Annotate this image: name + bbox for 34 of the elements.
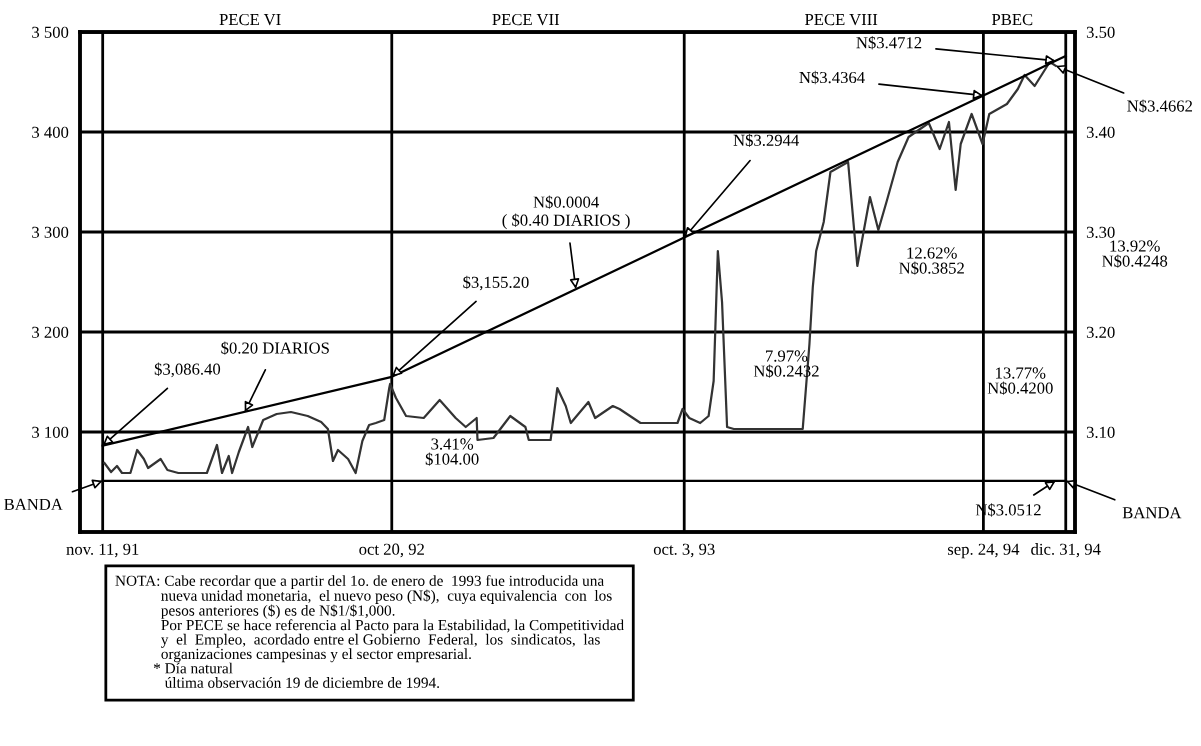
x-tick-label: sep. 24, 94 bbox=[947, 543, 1020, 559]
annotation: $3,086.40 bbox=[154, 362, 221, 378]
y2-tick-label: 3.50 bbox=[1086, 26, 1115, 39]
annotation: N$3.2944 bbox=[733, 133, 800, 148]
y-tick-label: 3 300 bbox=[32, 226, 69, 238]
annotation: N$3.4712 bbox=[856, 36, 922, 50]
y2-tick-label: 3.40 bbox=[1086, 126, 1115, 139]
x-tick-label: oct 20, 92 bbox=[359, 543, 424, 558]
text: PBEC bbox=[991, 13, 1033, 26]
y-tick-label: 3 200 bbox=[32, 326, 69, 338]
x-tick-label: dic. 31, 94 bbox=[1031, 543, 1101, 558]
annotation: $0.20 DIARIOS bbox=[221, 341, 329, 355]
text: 13.92% N$0.4248 bbox=[1102, 240, 1168, 268]
x-tick-label: oct. 3, 93 bbox=[653, 543, 715, 558]
text: PECE VI bbox=[219, 13, 281, 26]
annotation: $3,155.20 bbox=[463, 275, 529, 291]
annotation: N$3.4364 bbox=[799, 70, 865, 85]
annotation: N$0.0004 ( $0.40 DIARIOS ) bbox=[502, 195, 630, 230]
text: PECE VIII bbox=[805, 13, 878, 26]
text: PECE VII bbox=[492, 13, 560, 26]
y-tick-label: 3 500 bbox=[32, 26, 69, 38]
annotation: N$3.4662 bbox=[1127, 99, 1193, 113]
y-tick-label: 3 400 bbox=[32, 126, 69, 138]
y2-tick-label: 3.20 bbox=[1086, 326, 1115, 339]
annotation: 13.77% N$0.4200 bbox=[987, 367, 1053, 395]
annotation: BANDA bbox=[1122, 507, 1182, 519]
x-tick-label: nov. 11, 91 bbox=[66, 543, 139, 558]
annotation: 12.62% N$0.3852 bbox=[899, 247, 964, 275]
y2-tick-label: 3.30 bbox=[1086, 226, 1115, 239]
y-tick-label: 3 100 bbox=[32, 426, 69, 438]
y2-tick-label: 3.10 bbox=[1086, 426, 1115, 439]
annotation: 3.41% $104.00 bbox=[425, 438, 479, 466]
text: NOTA: Cabe recordar que a partir del 1o. de enero de 1993 fue introducida una nueva unidad monetaria, el nuevo peso (N$), cuya equivalencia con los pesos anteriores ($) es de N$1/$1,000. Por PECE se hace referencia al Pacto para la Estabilidad, la Competitividad y el Empleo, acordado entre el Gobierno Federal, los sindicatos, las organizaciones campesinas y el sector empresarial. * Día natural última observación 19 de diciembre de 1994. bbox=[115, 575, 624, 688]
annotation: BANDA bbox=[4, 498, 63, 510]
